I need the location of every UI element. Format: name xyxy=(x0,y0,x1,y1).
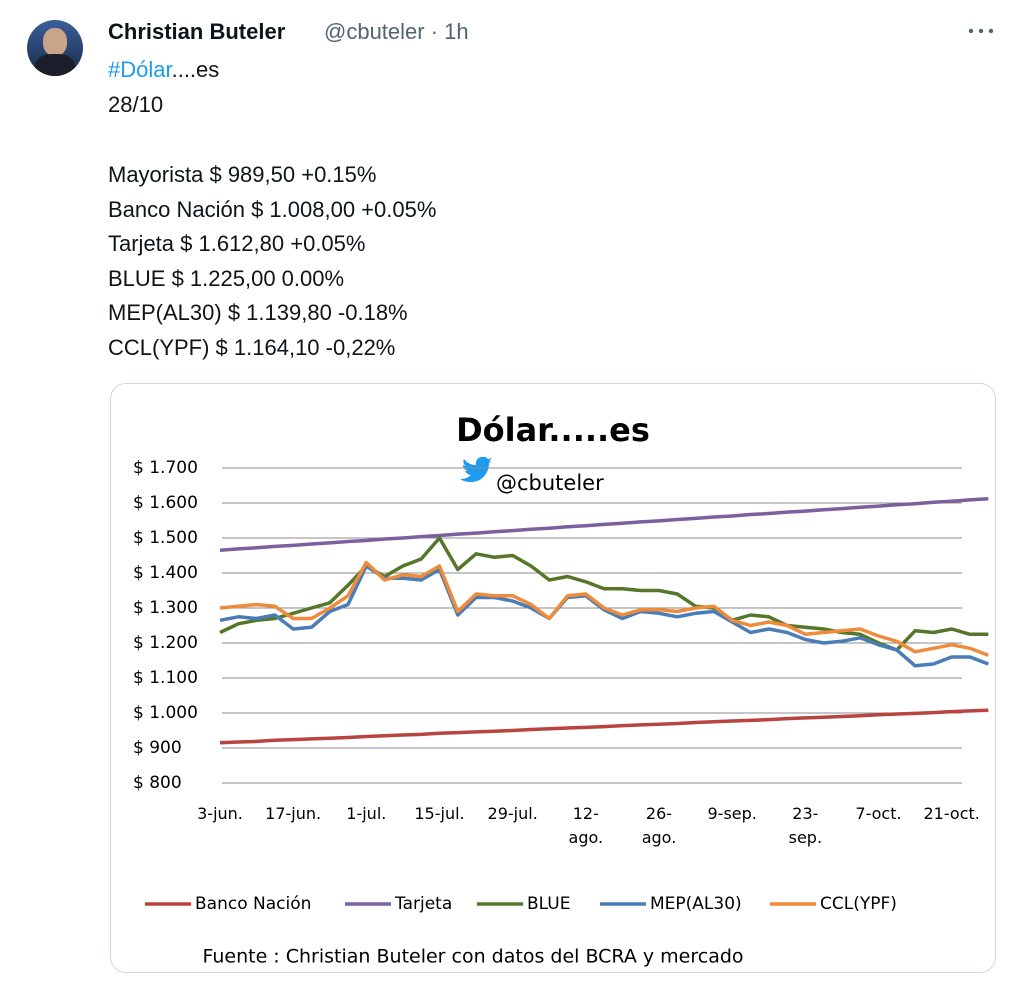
author-name[interactable]: Christian Buteler xyxy=(108,19,286,44)
y-tick-label: $ 1.600 xyxy=(133,493,198,513)
y-tick-label: $ 1.300 xyxy=(133,598,198,618)
x-tick-label: 17-jun. xyxy=(265,804,322,823)
tweet-line: Mayorista $ 989,50 +0.15% xyxy=(108,162,377,187)
x-tick-label: 29-jul. xyxy=(487,804,538,823)
x-tick-label: 21-oct. xyxy=(923,804,980,823)
x-tick-label: 1-jul. xyxy=(346,804,387,823)
tweet-line: BLUE $ 1.225,00 0.00% xyxy=(108,265,345,291)
series-line xyxy=(219,564,989,668)
avatar[interactable] xyxy=(27,20,83,76)
watermark: @cbuteler xyxy=(496,471,604,495)
legend-label: MEP(AL30) xyxy=(650,894,742,914)
tweet-line: MEP(AL30) $ 1.139,80 -0.18% xyxy=(108,300,408,325)
twitter-bird xyxy=(455,456,492,482)
legend-label: CCL(YPF) xyxy=(820,894,897,914)
x-tick-label: 3-jun. xyxy=(197,804,243,823)
chart-title: Dólar.....es xyxy=(456,411,650,449)
tweet-line: Banco Nación $ 1.008,00 +0.05% xyxy=(108,196,437,222)
y-tick-label: $ 1.100 xyxy=(133,668,198,688)
x-tick-label: 26- ago. xyxy=(641,804,677,847)
source-note: Fuente : Christian Buteler con datos del… xyxy=(202,946,743,968)
hashtag[interactable]: #Dólar xyxy=(108,57,172,82)
tweet-lines: Mayorista $ 989,50 +0.15% Banco Nación $ … xyxy=(108,158,436,365)
x-tick-label: 15-jul. xyxy=(414,804,465,823)
more-menu[interactable] xyxy=(966,24,996,38)
x-tick-label: 7-oct. xyxy=(855,804,902,823)
y-tick-label: $ 1.000 xyxy=(133,703,198,723)
legend-label: BLUE xyxy=(527,894,570,914)
x-tick-label: 23- sep. xyxy=(788,804,823,847)
media-card[interactable] xyxy=(110,383,996,973)
x-tick-label: 12- ago. xyxy=(568,804,604,847)
y-tick-label: $ 1.700 xyxy=(133,458,198,478)
series-line xyxy=(219,497,989,553)
y-tick-label: $ 800 xyxy=(133,773,182,793)
hashtag-suffix: ....es xyxy=(171,57,220,82)
series-line xyxy=(219,536,989,652)
y-tick-label: $ 1.400 xyxy=(133,563,198,583)
y-tick-label: $ 1.500 xyxy=(133,528,198,548)
tweet-date: 28/10 xyxy=(108,92,164,117)
y-tick-label: $ 900 xyxy=(133,738,182,758)
legend-label: Tarjeta xyxy=(394,894,452,914)
hashtag-line: #Dólar....es xyxy=(108,57,219,83)
handle-time[interactable]: @cbuteler · 1h xyxy=(324,19,469,44)
legend-label: Banco Nación xyxy=(195,894,311,914)
series-line xyxy=(219,560,989,657)
series-line xyxy=(219,708,989,745)
y-tick-label: $ 1.200 xyxy=(133,633,198,653)
tweet-line: Tarjeta $ 1.612,80 +0.05% xyxy=(108,231,366,256)
x-tick-label: 9-sep. xyxy=(707,804,757,823)
tweet-line: CCL(YPF) $ 1.164,10 -0,22% xyxy=(108,334,396,360)
